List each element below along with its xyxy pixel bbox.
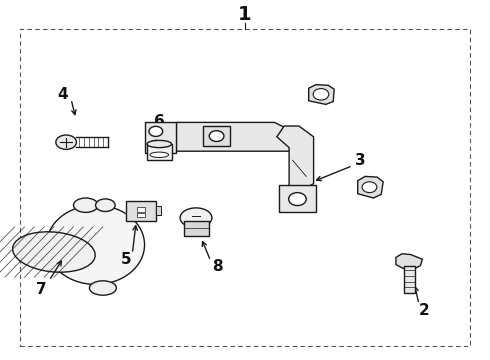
Text: 2: 2	[418, 303, 429, 318]
Bar	[203, 126, 230, 146]
Ellipse shape	[147, 140, 172, 148]
Ellipse shape	[13, 232, 95, 272]
Bar	[279, 185, 316, 212]
Polygon shape	[277, 126, 314, 191]
Circle shape	[362, 182, 377, 193]
Ellipse shape	[150, 152, 169, 158]
Polygon shape	[176, 122, 294, 151]
Bar	[147, 144, 172, 160]
Polygon shape	[309, 85, 334, 104]
Ellipse shape	[89, 281, 116, 295]
Text: 3: 3	[355, 153, 366, 168]
Text: 4: 4	[57, 87, 68, 102]
Bar	[145, 122, 176, 153]
Ellipse shape	[74, 198, 98, 212]
Bar	[20, 29, 470, 346]
Ellipse shape	[180, 208, 212, 228]
Bar	[156, 206, 161, 215]
Polygon shape	[358, 176, 383, 198]
Bar	[184, 221, 209, 236]
Circle shape	[313, 89, 329, 100]
Polygon shape	[396, 254, 422, 269]
Ellipse shape	[47, 205, 145, 284]
Ellipse shape	[96, 199, 115, 212]
Circle shape	[289, 193, 306, 206]
Circle shape	[149, 126, 163, 136]
Text: 8: 8	[212, 259, 222, 274]
Text: 5: 5	[121, 252, 132, 267]
Circle shape	[209, 131, 224, 141]
Bar	[137, 207, 145, 212]
Text: 1: 1	[238, 5, 252, 24]
Text: 6: 6	[154, 114, 165, 129]
Bar	[404, 266, 415, 293]
Ellipse shape	[56, 135, 76, 149]
Text: 7: 7	[36, 282, 47, 297]
Bar	[126, 201, 156, 221]
Bar	[137, 213, 145, 217]
Circle shape	[150, 140, 162, 149]
